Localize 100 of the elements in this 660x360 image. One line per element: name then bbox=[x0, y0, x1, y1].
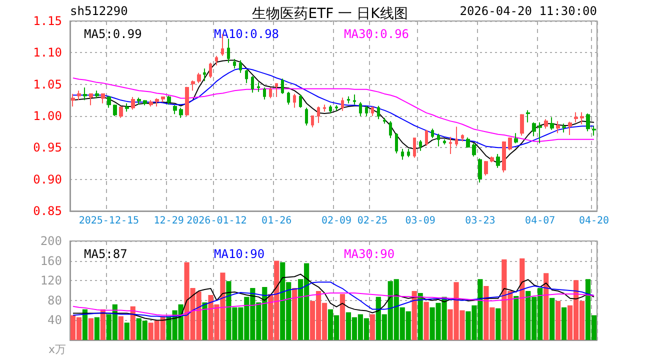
candlestick bbox=[71, 93, 75, 107]
candlestick bbox=[263, 87, 266, 100]
candlestick bbox=[203, 68, 206, 82]
text: MA30:90 bbox=[344, 247, 395, 261]
candlestick bbox=[95, 90, 99, 99]
candlestick bbox=[107, 96, 111, 108]
bar bbox=[100, 309, 106, 340]
candlestick bbox=[389, 120, 392, 139]
x-tick-label: 04-07 bbox=[525, 216, 556, 226]
bar bbox=[82, 309, 88, 340]
candlestick bbox=[245, 69, 248, 84]
candlestick bbox=[281, 78, 284, 94]
candlestick bbox=[461, 134, 464, 142]
x-tick-label: 12-29 bbox=[154, 216, 184, 226]
bar bbox=[130, 306, 136, 340]
candlestick bbox=[508, 137, 512, 151]
line-series bbox=[72, 60, 595, 164]
x-tick-label: 04-20 bbox=[578, 216, 610, 226]
candlestick bbox=[323, 104, 326, 112]
candlestick bbox=[550, 116, 554, 130]
candlestick bbox=[209, 62, 212, 78]
candlestick bbox=[305, 107, 308, 126]
candlestick bbox=[520, 114, 524, 136]
y-tick-label: 160 bbox=[40, 254, 62, 268]
y-tick-label: 0.85 bbox=[33, 204, 62, 218]
line-series bbox=[72, 292, 595, 316]
candlestick bbox=[317, 106, 320, 124]
candlestick bbox=[401, 148, 404, 160]
candlestick bbox=[173, 104, 177, 115]
y-tick-label: 40 bbox=[48, 313, 62, 328]
candlestick bbox=[478, 158, 482, 183]
candlestick bbox=[131, 96, 135, 110]
bar bbox=[514, 296, 519, 340]
candlestick bbox=[365, 105, 368, 116]
candlestick bbox=[311, 116, 314, 128]
text: MA10:90 bbox=[214, 247, 265, 261]
candlestick bbox=[341, 97, 344, 112]
candlestick bbox=[83, 87, 87, 101]
candlestick bbox=[239, 60, 242, 74]
x-tick-label: 02-25 bbox=[357, 216, 388, 226]
candlestick bbox=[191, 80, 195, 92]
candlestick bbox=[293, 93, 296, 108]
candlestick bbox=[413, 138, 416, 158]
candlestick bbox=[335, 104, 338, 112]
candlestick bbox=[574, 112, 578, 123]
candlestick bbox=[580, 112, 584, 125]
x-tick-label: 02-09 bbox=[321, 216, 352, 226]
candlestick bbox=[359, 102, 362, 116]
y-tick-label: 200 bbox=[40, 234, 62, 248]
line-series bbox=[72, 274, 595, 321]
line-series bbox=[72, 282, 595, 318]
candlestick bbox=[143, 100, 147, 106]
y-tick-label: 1.00 bbox=[33, 109, 62, 123]
candlestick bbox=[592, 126, 596, 136]
text: sh512290 bbox=[70, 4, 128, 18]
candlestick bbox=[77, 90, 81, 101]
candlestick bbox=[377, 105, 380, 120]
candlestick bbox=[449, 136, 452, 154]
candlestick bbox=[113, 104, 117, 116]
candlestick bbox=[383, 117, 386, 124]
candlestick bbox=[119, 106, 123, 118]
bar bbox=[88, 318, 94, 340]
bar bbox=[370, 314, 375, 340]
candlestick bbox=[484, 160, 488, 176]
candlestick bbox=[275, 82, 278, 98]
x-tick-label: 03-09 bbox=[405, 216, 436, 226]
candlestick bbox=[514, 132, 518, 144]
candlestick bbox=[455, 126, 458, 147]
candlestick bbox=[425, 129, 428, 146]
chart-title: 生物医药ETF 一 日K线图 bbox=[252, 6, 408, 22]
candlestick bbox=[347, 96, 350, 104]
candlestick bbox=[269, 87, 272, 99]
text: MA5:87 bbox=[84, 247, 128, 261]
candlestick bbox=[155, 98, 159, 107]
candlestick bbox=[472, 142, 476, 158]
candlestick bbox=[137, 97, 141, 106]
bar bbox=[520, 258, 525, 340]
y-axis-title: x万 bbox=[48, 343, 66, 356]
candlestick bbox=[437, 133, 440, 147]
bar bbox=[412, 290, 417, 340]
candlestick bbox=[89, 93, 93, 106]
candlestick bbox=[407, 148, 410, 158]
candlestick bbox=[443, 138, 446, 145]
bar bbox=[202, 302, 208, 340]
x-tick-label: 2025-12-15 bbox=[78, 216, 140, 226]
candlestick bbox=[167, 95, 171, 106]
x-tick-label: 01-26 bbox=[262, 216, 292, 226]
candlestick bbox=[490, 156, 494, 163]
y-tick-label: 120 bbox=[40, 274, 62, 288]
y-tick-label: 0.90 bbox=[33, 172, 62, 186]
y-tick-label: 1.15 bbox=[33, 14, 62, 28]
x-tick-label: 03-23 bbox=[465, 216, 496, 226]
candlestick bbox=[568, 121, 572, 136]
candlestick bbox=[496, 154, 500, 168]
candlestick bbox=[197, 72, 201, 84]
candlestick bbox=[125, 102, 129, 112]
candlestick bbox=[185, 86, 189, 116]
y-tick-label: 1.10 bbox=[33, 46, 62, 60]
candlestick bbox=[287, 91, 290, 106]
x-tick-label: 2026-01-12 bbox=[186, 216, 247, 226]
